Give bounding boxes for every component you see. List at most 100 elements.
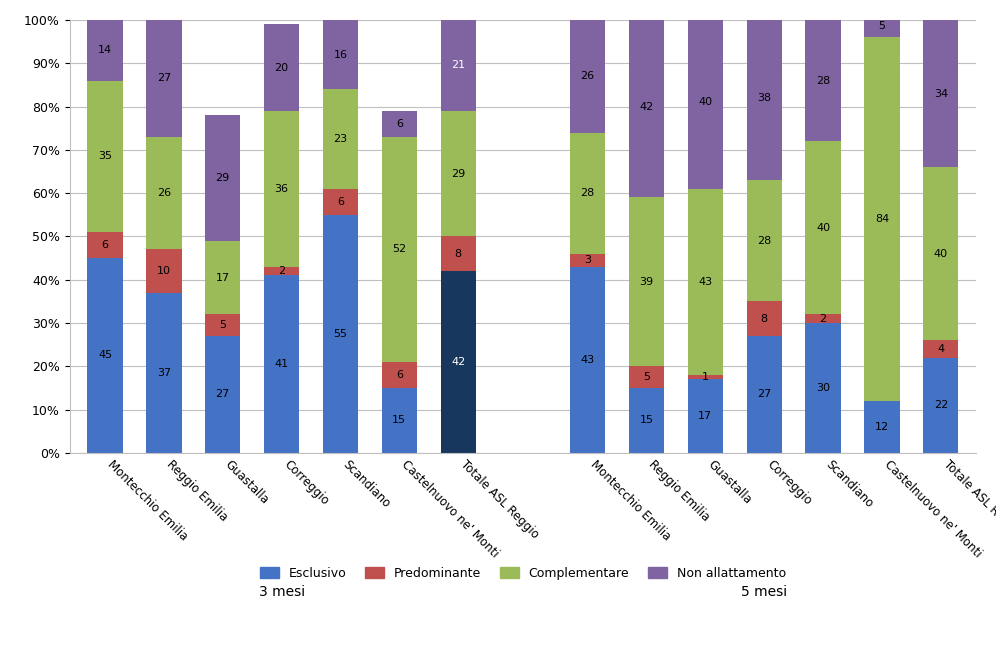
Text: 45: 45 <box>98 350 113 360</box>
Bar <box>205 314 240 336</box>
Bar <box>205 115 240 241</box>
Text: 28: 28 <box>816 75 831 86</box>
Text: 6: 6 <box>395 119 402 129</box>
Text: 40: 40 <box>933 248 948 259</box>
Text: 5: 5 <box>643 372 650 382</box>
Text: 35: 35 <box>98 151 112 161</box>
Bar <box>440 236 476 271</box>
Text: 40: 40 <box>816 222 830 233</box>
Bar <box>205 336 240 453</box>
Text: 30: 30 <box>816 383 830 393</box>
Bar <box>923 340 958 358</box>
Bar <box>628 388 664 453</box>
Bar <box>570 254 606 266</box>
Bar <box>264 24 299 111</box>
Text: 52: 52 <box>392 244 406 254</box>
Text: 29: 29 <box>215 173 230 183</box>
Text: 6: 6 <box>337 196 344 207</box>
Bar <box>747 180 782 301</box>
Bar <box>381 362 417 388</box>
Text: 12: 12 <box>874 422 889 432</box>
Text: 84: 84 <box>874 214 889 224</box>
Bar <box>687 375 723 379</box>
Bar <box>628 197 664 366</box>
Text: 27: 27 <box>156 73 171 83</box>
Text: 5: 5 <box>219 320 226 330</box>
Text: 5 mesi: 5 mesi <box>741 585 787 599</box>
Text: 17: 17 <box>698 411 712 421</box>
Bar <box>923 358 958 453</box>
Text: 8: 8 <box>761 314 768 324</box>
Text: 28: 28 <box>581 188 595 198</box>
Bar <box>806 20 841 141</box>
Text: 23: 23 <box>334 134 348 144</box>
Text: 15: 15 <box>392 416 406 426</box>
Bar <box>323 20 359 89</box>
Bar <box>923 20 958 167</box>
Text: 37: 37 <box>156 368 171 378</box>
Legend: Esclusivo, Predominante, Complementare, Non allattamento: Esclusivo, Predominante, Complementare, … <box>255 562 791 585</box>
Bar <box>806 314 841 323</box>
Bar <box>381 111 417 137</box>
Text: 1: 1 <box>702 372 709 382</box>
Bar <box>747 336 782 453</box>
Bar <box>747 301 782 336</box>
Text: 39: 39 <box>639 277 653 287</box>
Text: 16: 16 <box>334 49 348 60</box>
Text: 20: 20 <box>275 63 289 73</box>
Bar <box>146 293 181 453</box>
Bar <box>687 16 723 189</box>
Text: 6: 6 <box>395 370 402 380</box>
Bar <box>205 241 240 314</box>
Bar <box>323 89 359 189</box>
Text: 26: 26 <box>581 71 595 81</box>
Bar <box>381 388 417 453</box>
Text: 34: 34 <box>933 89 948 99</box>
Text: 43: 43 <box>581 355 595 365</box>
Text: 42: 42 <box>639 101 653 112</box>
Text: 40: 40 <box>698 97 712 107</box>
Text: 22: 22 <box>933 400 948 410</box>
Text: 27: 27 <box>215 390 230 400</box>
Bar <box>570 266 606 453</box>
Text: 2: 2 <box>278 266 285 276</box>
Text: 6: 6 <box>102 240 109 250</box>
Bar <box>88 81 123 232</box>
Bar <box>628 16 664 197</box>
Text: 2: 2 <box>820 314 827 324</box>
Bar <box>88 232 123 258</box>
Bar <box>440 271 476 453</box>
Bar <box>264 276 299 453</box>
Bar <box>865 401 899 453</box>
Text: 3 mesi: 3 mesi <box>259 585 305 599</box>
Bar <box>747 16 782 180</box>
Text: 10: 10 <box>157 266 171 276</box>
Bar <box>923 167 958 340</box>
Bar <box>570 133 606 254</box>
Text: 36: 36 <box>275 184 289 194</box>
Bar <box>88 20 123 81</box>
Text: 3: 3 <box>584 255 592 265</box>
Text: 26: 26 <box>156 188 171 198</box>
Bar <box>264 266 299 276</box>
Bar <box>570 20 606 133</box>
Text: 14: 14 <box>98 45 113 55</box>
Text: 29: 29 <box>451 168 465 178</box>
Bar <box>440 20 476 111</box>
Bar <box>806 323 841 453</box>
Text: 15: 15 <box>639 416 653 426</box>
Bar <box>628 366 664 388</box>
Text: 55: 55 <box>334 329 348 339</box>
Bar <box>865 16 899 37</box>
Bar <box>381 137 417 362</box>
Text: 5: 5 <box>878 21 885 31</box>
Text: 28: 28 <box>757 236 771 246</box>
Text: 27: 27 <box>757 390 771 400</box>
Text: 4: 4 <box>937 344 944 354</box>
Text: 43: 43 <box>698 277 712 287</box>
Bar <box>323 189 359 214</box>
Bar <box>440 111 476 236</box>
Bar <box>323 214 359 453</box>
Bar <box>865 37 899 401</box>
Text: 42: 42 <box>451 357 465 367</box>
